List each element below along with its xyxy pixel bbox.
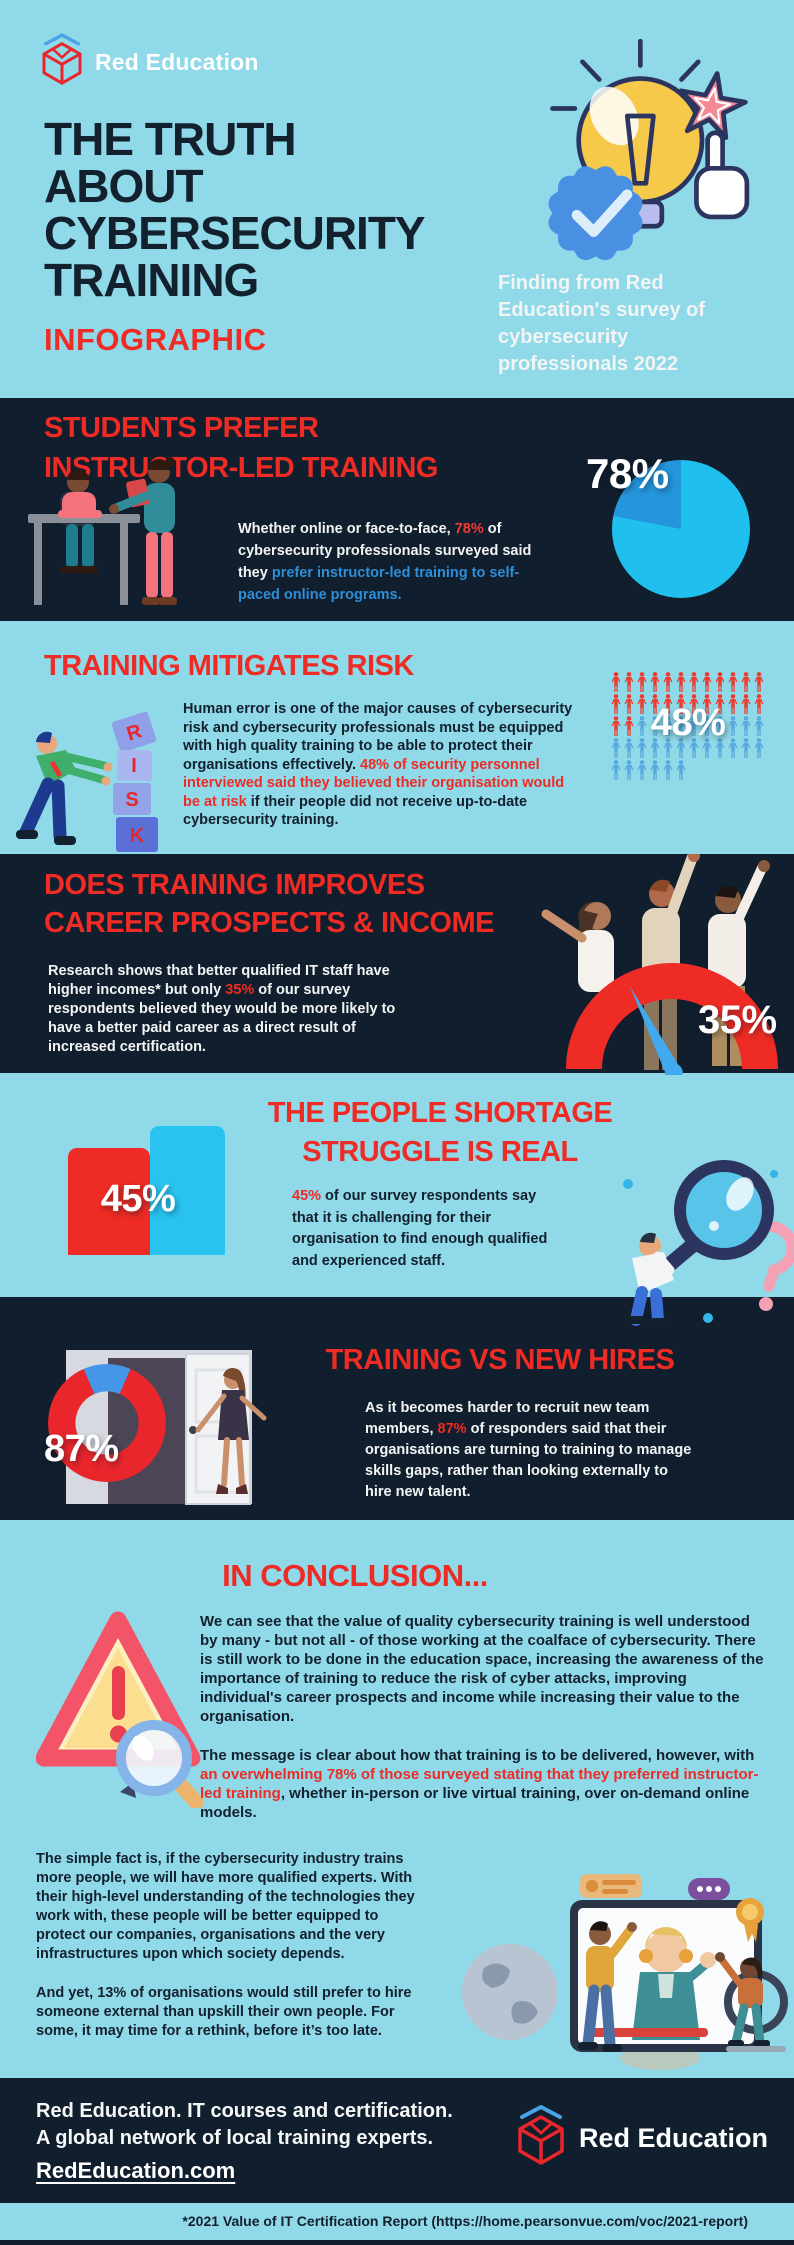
footer-line-1: Red Education. IT courses and certificat… — [36, 2100, 453, 2122]
stat-78: 78% — [586, 450, 669, 497]
svg-text:S: S — [125, 789, 138, 811]
infographic-tag: INFOGRAPHIC — [44, 322, 267, 357]
band-bottom-edge — [0, 2240, 794, 2245]
band-footer-bg — [0, 2078, 794, 2203]
source-disclaimer: *2021 Value of IT Certification Report (… — [182, 2213, 748, 2229]
section-title-hires: TRAINING VS NEW HIRES — [325, 1344, 675, 1376]
verified-badge-icon — [548, 166, 643, 261]
bar-red — [68, 1148, 150, 1255]
footer-logo: Red Education — [512, 2104, 769, 2172]
conclusion-left-column: The simple fact is, if the cybersecurity… — [36, 1850, 426, 2061]
svg-text:K: K — [130, 825, 145, 847]
gauge-chart — [552, 963, 792, 1082]
page-title: THE TRUTH ABOUT CYBERSECURITY TRAINING — [44, 113, 426, 306]
risk-body-text: Human error is one of the major causes o… — [183, 701, 573, 828]
section-title-instructor: STUDENTS PREFER INSTRUCTOR-LED TRAINING — [44, 412, 438, 484]
conclusion-para-1: We can see that the value of quality cyb… — [200, 1613, 764, 1725]
lightbulb-illustration — [500, 30, 762, 278]
stat-87: 87% — [44, 1428, 119, 1470]
bar-chart — [68, 1126, 225, 1255]
stat-45: 45% — [100, 1178, 176, 1220]
section-title-shortage: THE PEOPLE SHORTAGE STRUGGLE IS REAL — [267, 1097, 613, 1168]
header-logo-label: Red Education — [95, 48, 259, 75]
footer-text: Red Education. IT courses and certificat… — [36, 2098, 453, 2152]
stat-35: 35% — [698, 998, 777, 1042]
section-title-risk: TRAINING MITIGATES RISK — [44, 650, 414, 682]
section-title-career: DOES TRAINING IMPROVES CAREER PROSPECTS &… — [44, 869, 494, 939]
conclusion-right-column: We can see that the value of quality cyb… — [200, 1612, 765, 1842]
risk-blocks-illustration: R I S K — [14, 706, 184, 859]
career-body-text: Research shows that better qualified IT … — [48, 963, 396, 1055]
video-call-illustration — [450, 1872, 794, 2079]
survey-note: Finding from Red Education's survey of c… — [498, 272, 706, 375]
header-logo: Red Education — [38, 32, 259, 92]
conclusion-para-3: The simple fact is, if the cybersecurity… — [36, 1851, 415, 1962]
conclusion-title: IN CONCLUSION... — [222, 1558, 488, 1593]
people-pictogram — [610, 672, 765, 782]
conclusion-para-4: And yet, 13% of organisations would stil… — [36, 1985, 412, 2039]
stat-48: 48% — [650, 702, 726, 744]
footer-line-2: A global network of local training exper… — [36, 2127, 434, 2149]
red-education-logo-icon — [38, 32, 86, 92]
website-link[interactable]: RedEducation.com — [36, 2158, 236, 2183]
teacher-student-illustration — [20, 456, 215, 621]
pie-chart — [612, 460, 750, 598]
svg-text:I: I — [131, 755, 137, 777]
instructor-body-text: Whether online or face-to-face, 78% of c… — [238, 521, 532, 603]
hires-body-text: As it becomes harder to recruit new team… — [365, 1400, 692, 1500]
gauge-arc — [566, 963, 778, 1070]
footer-logo-label: Red Education — [579, 2122, 769, 2153]
pointing-hand-icon — [694, 130, 750, 220]
red-education-logo-icon-footer — [512, 2104, 570, 2172]
bar-cyan — [150, 1126, 225, 1255]
magnifier-illustration — [598, 1152, 794, 1332]
warning-triangle-illustration — [35, 1610, 204, 1813]
donut-chart — [48, 1364, 166, 1482]
conclusion-para-2: The message is clear about how that trai… — [200, 1747, 759, 1821]
star-icon — [678, 71, 748, 140]
shortage-body-text: 45% of our survey respondents say that i… — [292, 1188, 548, 1269]
